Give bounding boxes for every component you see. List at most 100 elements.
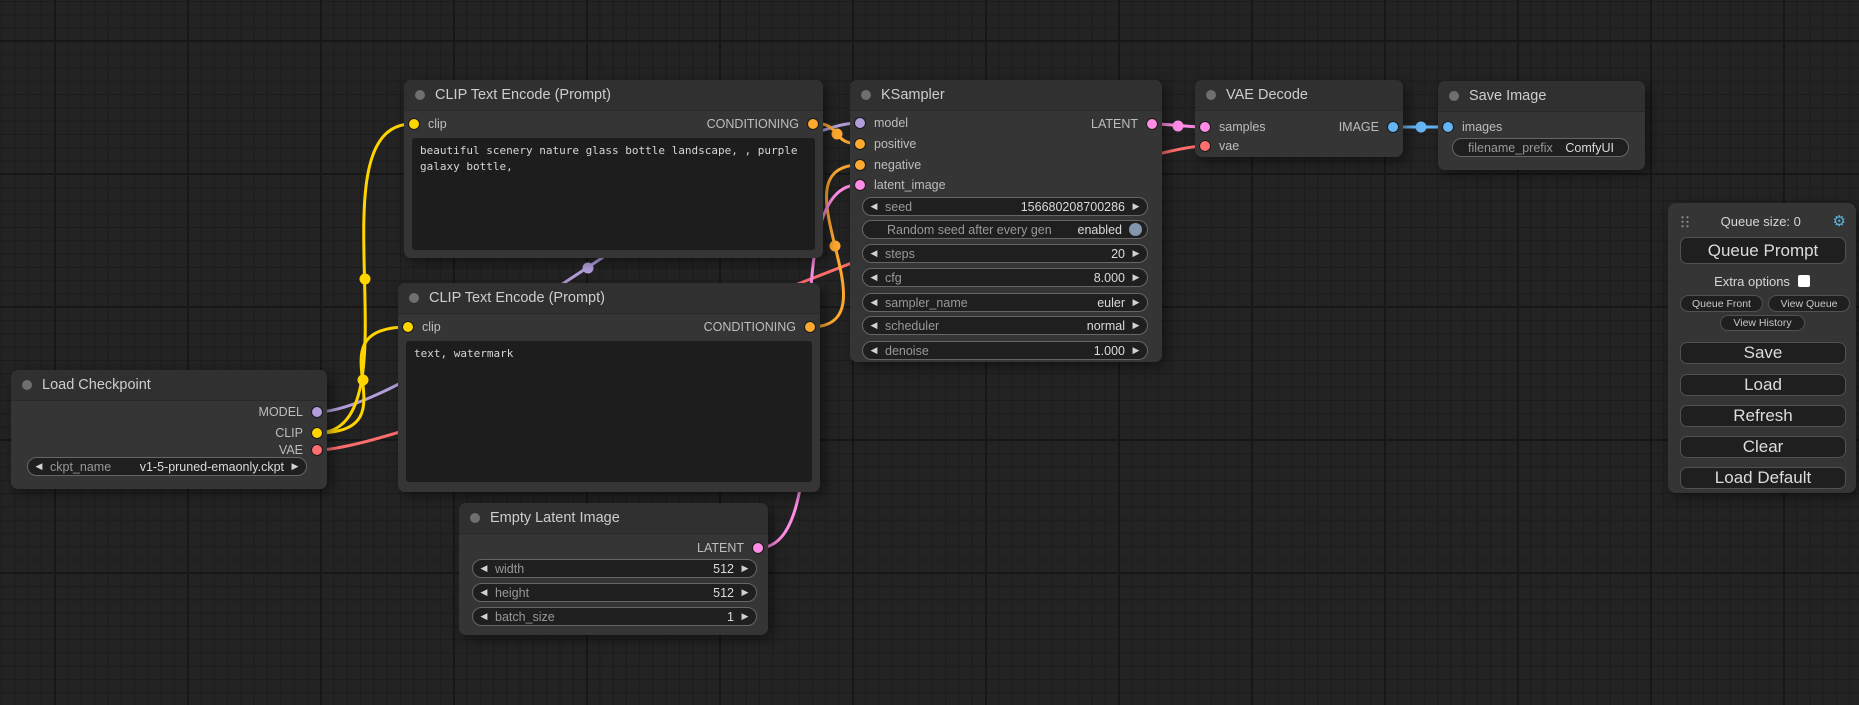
output-slot-vae[interactable] (312, 445, 322, 455)
clear-button[interactable]: Clear (1680, 436, 1846, 458)
node-load-checkpoint[interactable]: Load Checkpoint MODEL CLIP VAE ◀ ckpt_na… (11, 370, 327, 489)
prompt-textarea[interactable]: beautiful scenery nature glass bottle la… (412, 138, 815, 250)
collapse-dot-icon[interactable] (22, 380, 32, 390)
queue-front-button[interactable]: Queue Front (1680, 295, 1763, 312)
output-label-conditioning: CONDITIONING (703, 320, 796, 334)
load-default-button[interactable]: Load Default (1680, 467, 1846, 489)
collapse-dot-icon[interactable] (409, 293, 419, 303)
node-title-bar[interactable]: KSampler (850, 80, 1162, 111)
decrement-arrow-icon[interactable]: ◀ (870, 345, 878, 356)
increment-arrow-icon[interactable]: ▶ (741, 587, 749, 598)
output-slot-image[interactable] (1388, 122, 1398, 132)
decrement-arrow-icon[interactable]: ◀ (480, 587, 488, 598)
input-slot-model[interactable] (855, 118, 865, 128)
node-title-bar[interactable]: CLIP Text Encode (Prompt) (398, 283, 820, 314)
extra-options-checkbox[interactable] (1797, 275, 1810, 287)
widget-label: ckpt_name (50, 459, 112, 474)
node-title-bar[interactable]: VAE Decode (1195, 80, 1403, 111)
node-title-bar[interactable]: Empty Latent Image (459, 503, 768, 534)
collapse-dot-icon[interactable] (861, 90, 871, 100)
increment-arrow-icon[interactable]: ▶ (1132, 345, 1140, 356)
increment-arrow-icon[interactable]: ▶ (1132, 297, 1140, 308)
node-clip-text-encode-positive[interactable]: CLIP Text Encode (Prompt) clip CONDITION… (404, 80, 823, 258)
node-title: CLIP Text Encode (Prompt) (435, 87, 611, 103)
input-label-model: model (874, 116, 909, 130)
scheduler-widget[interactable]: ◀ scheduler normal ▶ (862, 316, 1148, 335)
node-title: Load Checkpoint (42, 377, 151, 393)
view-history-button[interactable]: View History (1720, 315, 1805, 331)
node-title-bar[interactable]: CLIP Text Encode (Prompt) (404, 80, 823, 111)
random-seed-toggle-widget[interactable]: Random seed after every gen enabled (862, 220, 1148, 239)
sampler-name-widget[interactable]: ◀ sampler_name euler ▶ (862, 293, 1148, 312)
toggle-circle-icon[interactable] (1129, 223, 1142, 236)
node-vae-decode[interactable]: VAE Decode IMAGE samples vae (1195, 80, 1403, 157)
output-label-model: MODEL (258, 405, 303, 419)
seed-widget[interactable]: ◀ seed 156680208700286 ▶ (862, 197, 1148, 216)
collapse-dot-icon[interactable] (470, 513, 480, 523)
view-queue-button[interactable]: View Queue (1768, 295, 1850, 312)
node-title-bar[interactable]: Save Image (1438, 81, 1645, 112)
width-widget[interactable]: ◀ width 512 ▶ (472, 559, 757, 578)
output-slot-latent[interactable] (1147, 119, 1157, 129)
prompt-textarea[interactable]: text, watermark (406, 341, 812, 482)
output-slot-clip[interactable] (312, 428, 322, 438)
output-label-image: IMAGE (1338, 120, 1379, 134)
input-slot-positive[interactable] (855, 139, 865, 149)
steps-widget[interactable]: ◀ steps 20 ▶ (862, 244, 1148, 263)
widget-value: 512 (713, 561, 734, 576)
collapse-dot-icon[interactable] (1206, 90, 1216, 100)
drag-handle-icon[interactable] (1680, 213, 1689, 229)
increment-arrow-icon[interactable]: ▶ (1132, 320, 1140, 331)
decrement-arrow-icon[interactable]: ◀ (870, 320, 878, 331)
decrement-arrow-icon[interactable]: ◀ (480, 563, 488, 574)
queue-prompt-button[interactable]: Queue Prompt (1680, 237, 1846, 264)
input-slot-negative[interactable] (855, 160, 865, 170)
output-slot-conditioning[interactable] (808, 119, 818, 129)
ckpt-name-widget[interactable]: ◀ ckpt_name v1-5-pruned-emaonly.ckpt ▶ (27, 457, 307, 476)
refresh-button[interactable]: Refresh (1680, 405, 1846, 427)
output-slot-model[interactable] (312, 407, 322, 417)
extra-options-label: Extra options (1714, 273, 1790, 289)
decrement-arrow-icon[interactable]: ◀ (35, 461, 43, 472)
input-slot-samples[interactable] (1200, 122, 1210, 132)
output-slot-latent[interactable] (753, 543, 763, 553)
collapse-dot-icon[interactable] (415, 90, 425, 100)
increment-arrow-icon[interactable]: ▶ (1132, 201, 1140, 212)
input-slot-clip[interactable] (409, 119, 419, 129)
node-save-image[interactable]: Save Image images filename_prefix ComfyU… (1438, 81, 1645, 170)
increment-arrow-icon[interactable]: ▶ (741, 563, 749, 574)
filename-prefix-widget[interactable]: filename_prefix ComfyUI (1452, 138, 1629, 157)
increment-arrow-icon[interactable]: ▶ (741, 611, 749, 622)
widget-label: cfg (885, 270, 902, 285)
input-slot-images[interactable] (1443, 122, 1453, 132)
node-clip-text-encode-negative[interactable]: CLIP Text Encode (Prompt) clip CONDITION… (398, 283, 820, 492)
input-slot-clip[interactable] (403, 322, 413, 332)
increment-arrow-icon[interactable]: ▶ (1132, 272, 1140, 283)
decrement-arrow-icon[interactable]: ◀ (870, 297, 878, 308)
batch-size-widget[interactable]: ◀ batch_size 1 ▶ (472, 607, 757, 626)
save-button[interactable]: Save (1680, 342, 1846, 364)
node-empty-latent-image[interactable]: Empty Latent Image LATENT ◀ width 512 ▶ … (459, 503, 768, 635)
output-slot-conditioning[interactable] (805, 322, 815, 332)
node-ksampler[interactable]: KSampler LATENT model positive negative … (850, 80, 1162, 362)
cfg-widget[interactable]: ◀ cfg 8.000 ▶ (862, 268, 1148, 287)
decrement-arrow-icon[interactable]: ◀ (480, 611, 488, 622)
input-slot-vae[interactable] (1200, 141, 1210, 151)
decrement-arrow-icon[interactable]: ◀ (870, 272, 878, 283)
link-midpoint-dot (359, 273, 371, 285)
height-widget[interactable]: ◀ height 512 ▶ (472, 583, 757, 602)
increment-arrow-icon[interactable]: ▶ (291, 461, 299, 472)
increment-arrow-icon[interactable]: ▶ (1132, 248, 1140, 259)
decrement-arrow-icon[interactable]: ◀ (870, 248, 878, 259)
decrement-arrow-icon[interactable]: ◀ (870, 201, 878, 212)
denoise-widget[interactable]: ◀ denoise 1.000 ▶ (862, 341, 1148, 360)
collapse-dot-icon[interactable] (1449, 91, 1459, 101)
input-slot-latent-image[interactable] (855, 180, 865, 190)
load-button[interactable]: Load (1680, 374, 1846, 396)
node-title-bar[interactable]: Load Checkpoint (11, 370, 327, 401)
widget-value: normal (1086, 318, 1125, 333)
gear-icon[interactable]: ⚙ (1832, 211, 1846, 230)
node-title: Empty Latent Image (490, 510, 620, 526)
widget-value: ComfyUI (1565, 140, 1614, 155)
